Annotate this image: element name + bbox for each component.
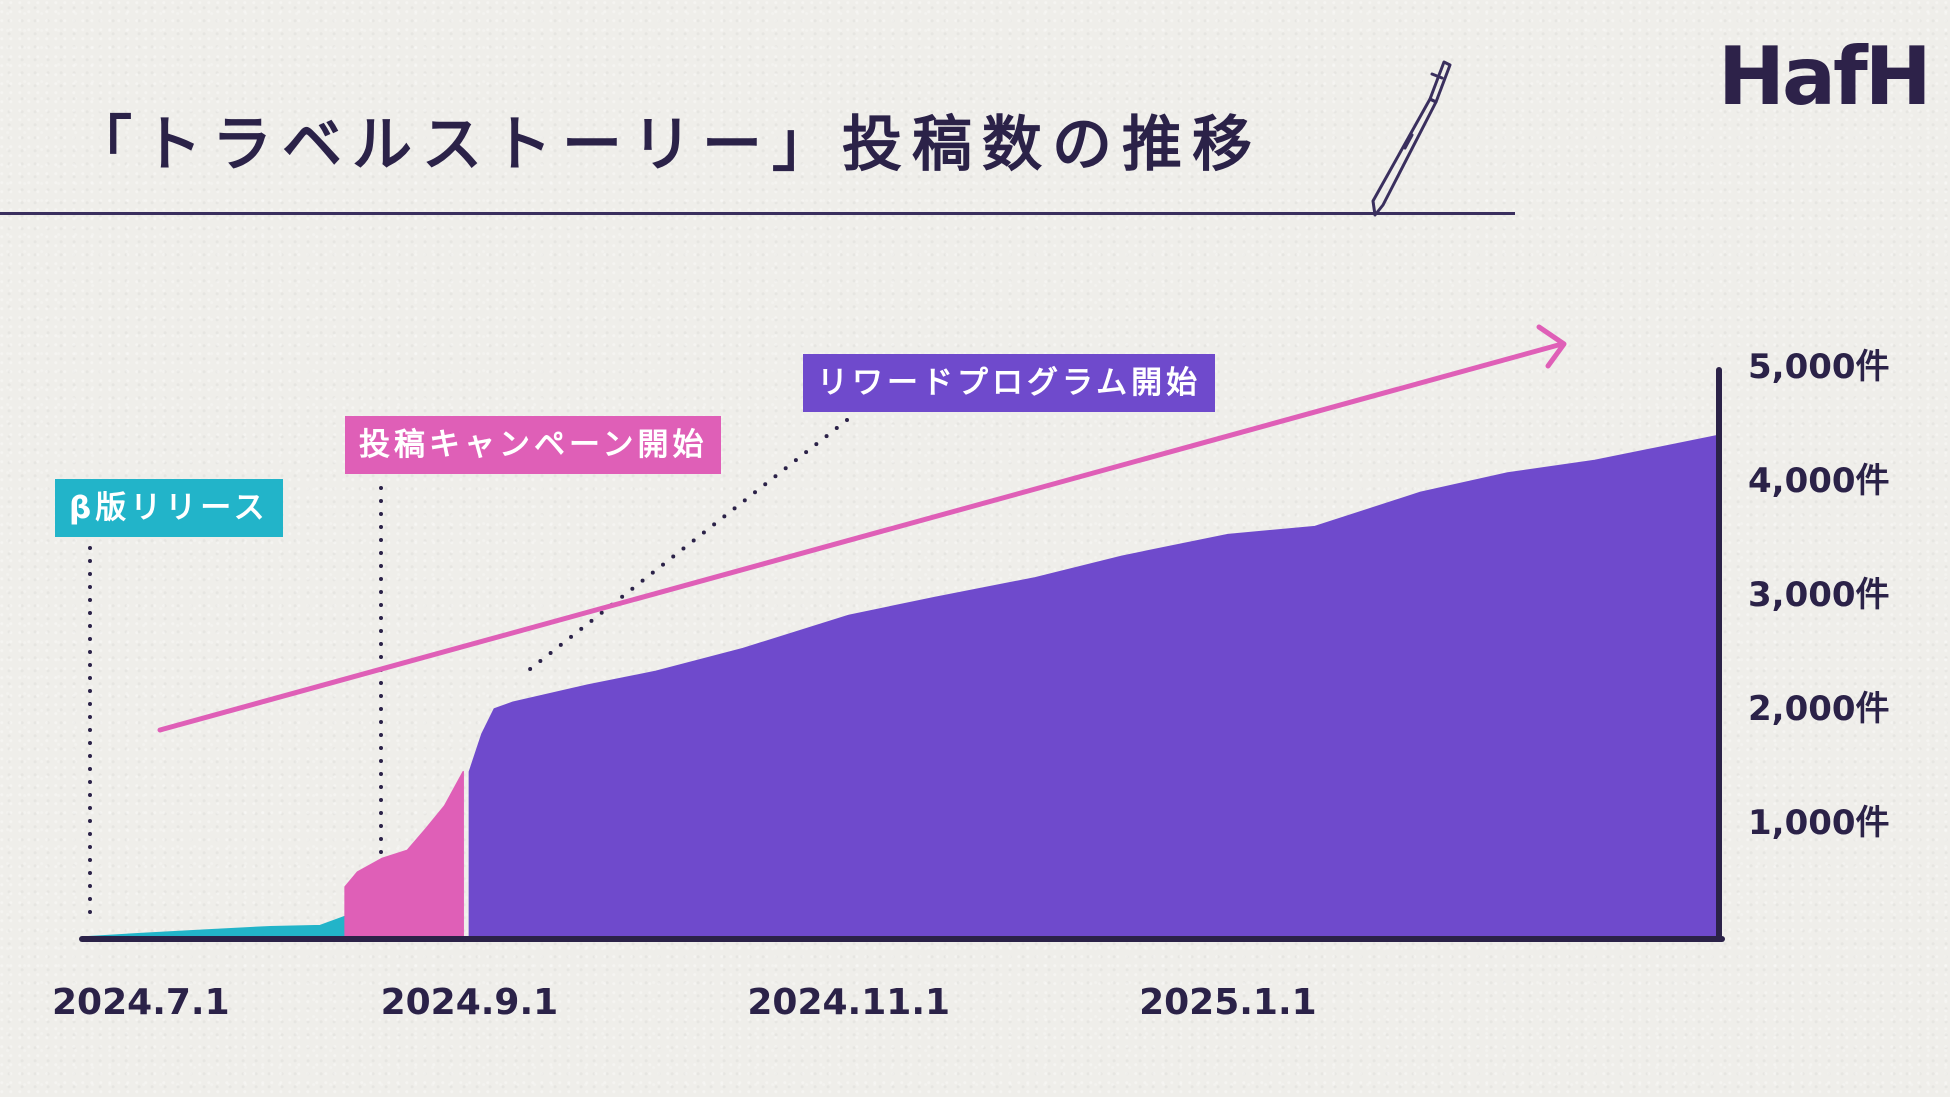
trend-arrow-line xyxy=(157,341,1565,733)
x-tick-label: 2025.1.1 xyxy=(1139,982,1317,1023)
area-series-beta xyxy=(83,915,346,938)
annotation-reward-program-start: リワードプログラム開始 xyxy=(803,354,1216,412)
x-tick-label: 2024.9.1 xyxy=(381,982,559,1023)
x-tick-label: 2024.11.1 xyxy=(747,982,950,1023)
hafh-logo: HafH xyxy=(1718,30,1932,123)
trend-arrow-head xyxy=(1536,324,1567,369)
y-tick-label: 5,000件 xyxy=(1748,347,1890,387)
y-tick-label: 4,000件 xyxy=(1748,461,1890,501)
area-series-campaign xyxy=(344,770,464,938)
pen-illustration xyxy=(1371,60,1452,217)
x-tick-label: 2024.7.1 xyxy=(52,982,230,1023)
annotation-campaign-start: 投稿キャンペーン開始 xyxy=(345,416,722,474)
area-series-reward xyxy=(468,434,1720,938)
y-tick-label: 3,000件 xyxy=(1748,575,1890,615)
annotation-beta-release: β版リリース xyxy=(55,479,283,537)
title-divider xyxy=(0,212,1515,215)
page-title: 「トラベルストーリー」投稿数の推移 xyxy=(72,110,1262,180)
y-tick-label: 1,000件 xyxy=(1748,803,1890,843)
marker-line-reward xyxy=(518,418,849,679)
y-tick-label: 2,000件 xyxy=(1748,689,1890,729)
